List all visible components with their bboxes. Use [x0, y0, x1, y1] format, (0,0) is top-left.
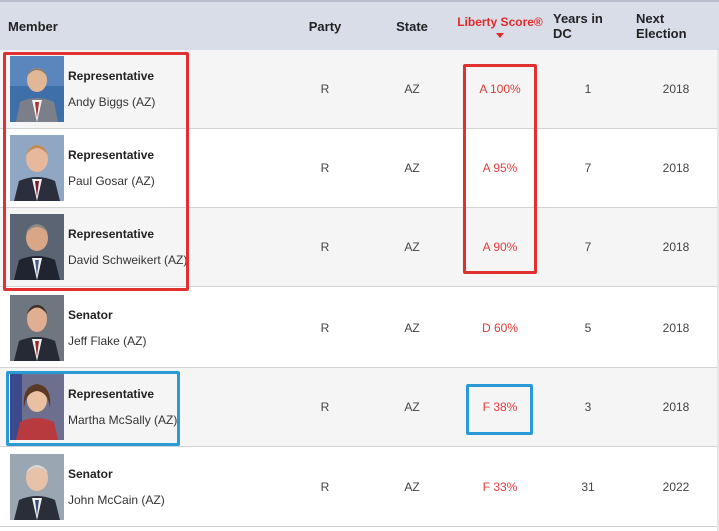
next-election-cell: 2018	[662, 400, 690, 414]
table-row[interactable]: Senator John McCain (AZ) R AZ F 33% 31 2…	[0, 448, 719, 527]
member-name[interactable]: Martha McSally (AZ)	[68, 413, 178, 427]
liberty-score-cell: F 38%	[482, 400, 518, 414]
state-cell: AZ	[404, 161, 420, 175]
member-title: Senator	[68, 308, 113, 322]
member-photo[interactable]	[10, 374, 64, 440]
member-name[interactable]: John McCain (AZ)	[68, 493, 165, 507]
table-row[interactable]: Representative Martha McSally (AZ) R AZ …	[0, 368, 719, 447]
party-cell: R	[320, 321, 330, 335]
member-photo[interactable]	[10, 295, 64, 361]
table-row[interactable]: Senator Jeff Flake (AZ) R AZ D 60% 5 201…	[0, 289, 719, 368]
member-title: Representative	[68, 69, 155, 83]
years-in-dc-cell: 3	[584, 400, 592, 414]
column-header-party[interactable]: Party	[308, 18, 342, 34]
member-name[interactable]: Andy Biggs (AZ)	[68, 95, 156, 109]
state-cell: AZ	[404, 321, 420, 335]
liberty-score-cell: D 60%	[481, 321, 519, 335]
member-photo[interactable]	[10, 135, 64, 201]
table-header: Member Party State Liberty Score® Years …	[0, 0, 719, 50]
column-header-state[interactable]: State	[396, 18, 428, 34]
state-cell: AZ	[404, 400, 420, 414]
liberty-score-label: Liberty Score®	[457, 14, 543, 29]
next-election-cell: 2018	[662, 321, 690, 335]
table-row[interactable]: Representative Andy Biggs (AZ) R AZ A 10…	[0, 50, 719, 129]
member-photo[interactable]	[10, 214, 64, 280]
state-cell: AZ	[404, 82, 420, 96]
liberty-score-cell: A 100%	[479, 82, 521, 96]
liberty-score-cell: A 95%	[482, 161, 518, 175]
state-cell: AZ	[404, 240, 420, 254]
member-title: Representative	[68, 148, 155, 162]
column-header-liberty-score[interactable]: Liberty Score®	[450, 2, 550, 50]
member-name[interactable]: Paul Gosar (AZ)	[68, 174, 155, 188]
party-cell: R	[320, 161, 330, 175]
state-cell: AZ	[404, 480, 420, 494]
party-cell: R	[320, 480, 330, 494]
next-election-cell: 2018	[662, 82, 690, 96]
column-header-years-in-dc[interactable]: Years in DC	[553, 11, 603, 41]
party-cell: R	[320, 240, 330, 254]
years-in-dc-cell: 1	[584, 82, 592, 96]
table-row[interactable]: Representative Paul Gosar (AZ) R AZ A 95…	[0, 129, 719, 208]
sort-descending-icon	[496, 32, 504, 38]
liberty-score-cell: A 90%	[482, 240, 518, 254]
years-in-dc-cell: 31	[581, 480, 595, 494]
years-in-dc-cell: 7	[584, 161, 592, 175]
member-name[interactable]: David Schweikert (AZ)	[68, 253, 188, 267]
party-cell: R	[320, 82, 330, 96]
member-name[interactable]: Jeff Flake (AZ)	[68, 334, 147, 348]
column-header-member[interactable]: Member	[8, 18, 58, 34]
party-cell: R	[320, 400, 330, 414]
column-header-next-election[interactable]: Next Election	[636, 11, 687, 41]
years-in-dc-cell: 5	[584, 321, 592, 335]
member-photo[interactable]	[10, 454, 64, 520]
member-title: Representative	[68, 227, 155, 241]
member-photo[interactable]	[10, 56, 64, 122]
table-row[interactable]: Representative David Schweikert (AZ) R A…	[0, 208, 719, 287]
years-in-dc-cell: 7	[584, 240, 592, 254]
member-title: Senator	[68, 467, 113, 481]
scrollbar[interactable]	[717, 50, 719, 531]
next-election-cell: 2022	[662, 480, 690, 494]
member-title: Representative	[68, 387, 155, 401]
next-election-cell: 2018	[662, 240, 690, 254]
next-election-cell: 2018	[662, 161, 690, 175]
liberty-score-cell: F 33%	[482, 480, 518, 494]
